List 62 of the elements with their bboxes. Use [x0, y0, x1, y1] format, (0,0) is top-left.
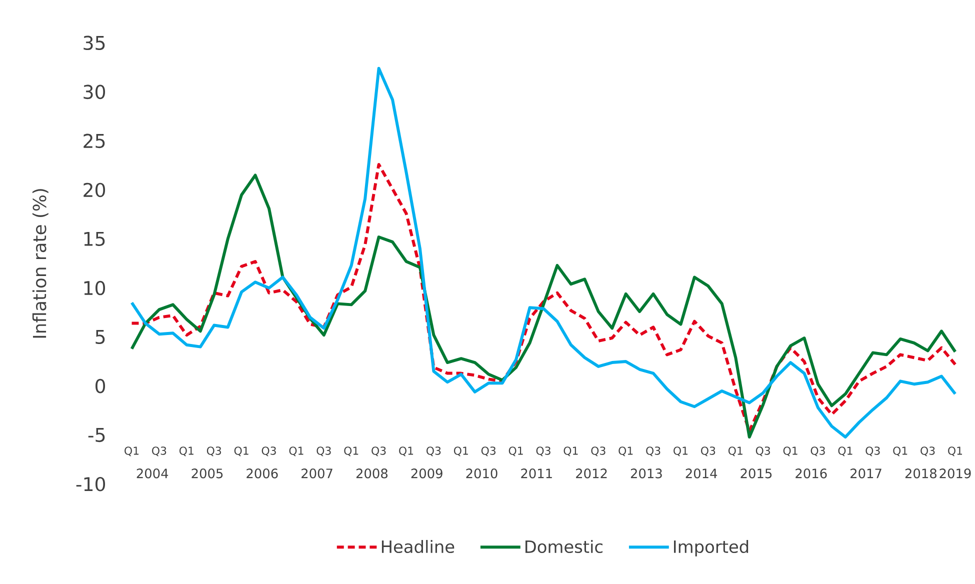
- x-tick-label: Q3: [426, 446, 441, 456]
- annotation: 2006: [246, 468, 278, 478]
- x-tick-label: Q3: [262, 446, 276, 456]
- x-tick-label: Q1: [454, 446, 468, 456]
- x-tick-label: Q1: [674, 446, 688, 456]
- line-series: [130, 66, 957, 439]
- x-tick-label: Q1: [618, 446, 633, 456]
- x-tick-label: Q3: [372, 446, 386, 456]
- x-tick-label: Q1: [948, 446, 962, 456]
- x-tick-label: Q3: [316, 446, 331, 456]
- y-tick-label: 25: [84, 134, 105, 148]
- x-tick-label: Q3: [756, 446, 770, 456]
- x-tick-label: Q1: [893, 446, 908, 456]
- y-tick-label: 30: [84, 84, 106, 100]
- x-tick-label: Q3: [481, 446, 496, 456]
- annotation: 2017: [850, 468, 882, 478]
- x-tick-label: Q3: [701, 446, 716, 456]
- x-tick-label: Q1: [124, 446, 139, 456]
- y-tick-label: 35: [84, 36, 105, 50]
- y-tick-label: -5: [88, 428, 105, 442]
- annotation: 2018: [905, 468, 936, 478]
- y-tick-label: 15: [84, 232, 105, 246]
- y-tick-label: 10: [84, 280, 106, 296]
- x-tick-label: Q3: [866, 446, 880, 456]
- x-tick-label: Q1: [399, 446, 414, 456]
- y-tick-label: 0: [96, 378, 106, 394]
- y-tick-label: 5: [96, 330, 105, 344]
- annotation: 2007: [302, 468, 332, 478]
- annotation: 2014: [686, 468, 718, 478]
- annotation: 2013: [630, 468, 662, 478]
- x-tick-label: Q3: [152, 446, 166, 456]
- x-tick-label: Q1: [289, 446, 304, 456]
- annotation: 2012: [576, 468, 607, 478]
- x-tick-label: Q1: [508, 446, 523, 456]
- y-tick-label: -10: [76, 476, 106, 492]
- legend-label: Headline: [382, 540, 454, 554]
- x-tick-label: Q1: [234, 446, 248, 456]
- annotation: 2010: [466, 468, 498, 478]
- x-tick-label: Q1: [838, 446, 852, 456]
- y-tick-label: 20: [84, 182, 106, 198]
- x-tick-label: Q3: [646, 446, 660, 456]
- annotation: 2008: [356, 468, 388, 478]
- annotation: 2019: [940, 468, 971, 478]
- annotation: 2016: [796, 468, 827, 478]
- x-tick-label: Q1: [179, 446, 194, 456]
- x-tick-label: Q1: [344, 446, 358, 456]
- x-tick-label: Q3: [920, 446, 935, 456]
- x-tick-label: Q1: [783, 446, 798, 456]
- x-tick-label: Q3: [591, 446, 606, 456]
- legend-label: Imported: [674, 540, 748, 556]
- x-tick-label: Q3: [206, 446, 222, 456]
- annotation: 2009: [411, 468, 442, 478]
- x-tick-label: Q1: [564, 446, 578, 456]
- x-tick-label: Q3: [536, 446, 550, 456]
- x-tick-label: Q1: [728, 446, 742, 456]
- annotation: 2004: [136, 468, 168, 478]
- annotation: 2005: [192, 468, 223, 478]
- annotation: 2011: [521, 468, 552, 478]
- legend-label: Domestic: [526, 540, 602, 554]
- y-axis-title: Inflation rate (%): [32, 189, 48, 338]
- x-tick-label: Q3: [810, 446, 825, 456]
- annotation: 2015: [740, 468, 772, 478]
